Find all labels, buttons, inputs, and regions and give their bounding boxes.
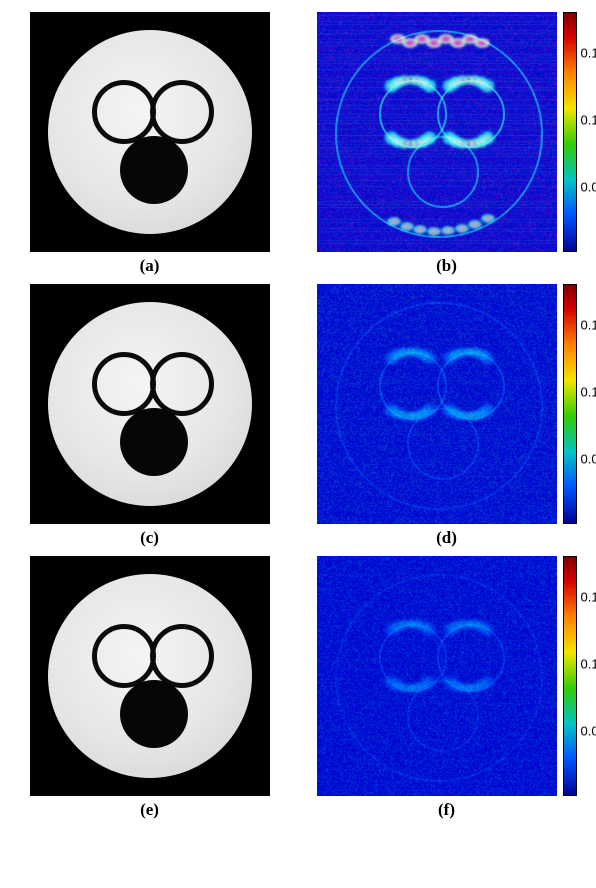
panel-caption: (e) bbox=[140, 800, 159, 820]
heatmap-hotspot bbox=[468, 220, 482, 229]
phantom-ring-right bbox=[150, 80, 214, 144]
colorbar-gradient bbox=[563, 12, 577, 252]
heatmap-hotspot bbox=[481, 214, 495, 223]
colorbar: 0.150.10.05 bbox=[563, 556, 577, 796]
colorbar: 0.150.10.05 bbox=[563, 12, 577, 252]
phantom-ring-right bbox=[150, 352, 214, 416]
phantom-black-disc bbox=[120, 136, 188, 204]
error-heatmap bbox=[317, 284, 557, 524]
figure-panel-c: (c) bbox=[12, 284, 287, 548]
heatmap-hotspot bbox=[427, 227, 441, 236]
colorbar-tick: 0.1 bbox=[581, 113, 596, 128]
panel-caption: (d) bbox=[436, 528, 457, 548]
colorbar-tick: 0.05 bbox=[581, 180, 596, 195]
phantom-black-disc bbox=[120, 408, 188, 476]
figure-panel-e: (e) bbox=[12, 556, 287, 820]
panel-caption: (b) bbox=[436, 256, 457, 276]
phantom-ring-left bbox=[92, 624, 156, 688]
figure-grid: (a) 0.150.10.05 (b) (c) 0.150.10.05 (d) (e) 0.1… bbox=[12, 12, 584, 820]
phantom-image bbox=[30, 556, 270, 796]
heatmap-with-colorbar: 0.150.10.05 bbox=[317, 556, 577, 796]
heatmap-hotspot bbox=[400, 222, 414, 231]
heatmap-disc-outline bbox=[407, 136, 479, 208]
heatmap-disc-outline bbox=[407, 408, 479, 480]
colorbar-tick: 0.1 bbox=[581, 657, 596, 672]
colorbar-tick: 0.05 bbox=[581, 452, 596, 467]
heatmap-with-colorbar: 0.150.10.05 bbox=[317, 284, 577, 524]
panel-caption: (c) bbox=[140, 528, 159, 548]
colorbar-tick: 0.15 bbox=[581, 45, 596, 60]
heatmap-disc-outline bbox=[407, 680, 479, 752]
heatmap-hotspot bbox=[387, 217, 401, 226]
figure-panel-d: 0.150.10.05 (d) bbox=[309, 284, 584, 548]
colorbar-tick: 0.15 bbox=[581, 317, 596, 332]
panel-caption: (a) bbox=[140, 256, 160, 276]
phantom-ring-left bbox=[92, 352, 156, 416]
error-heatmap bbox=[317, 12, 557, 252]
heatmap-hotspot bbox=[455, 224, 469, 233]
figure-panel-f: 0.150.10.05 (f) bbox=[309, 556, 584, 820]
colorbar-tick: 0.15 bbox=[581, 589, 596, 604]
phantom-ring-right bbox=[150, 624, 214, 688]
colorbar-gradient bbox=[563, 284, 577, 524]
phantom-black-disc bbox=[120, 680, 188, 748]
phantom-image bbox=[30, 284, 270, 524]
error-heatmap bbox=[317, 556, 557, 796]
colorbar: 0.150.10.05 bbox=[563, 284, 577, 524]
heatmap-with-colorbar: 0.150.10.05 bbox=[317, 12, 577, 252]
colorbar-gradient bbox=[563, 556, 577, 796]
figure-panel-a: (a) bbox=[12, 12, 287, 276]
colorbar-tick: 0.05 bbox=[581, 724, 596, 739]
colorbar-tick: 0.1 bbox=[581, 385, 596, 400]
heatmap-hotspot bbox=[474, 38, 490, 48]
phantom-ring-left bbox=[92, 80, 156, 144]
phantom-image bbox=[30, 12, 270, 252]
figure-panel-b: 0.150.10.05 (b) bbox=[309, 12, 584, 276]
panel-caption: (f) bbox=[438, 800, 455, 820]
